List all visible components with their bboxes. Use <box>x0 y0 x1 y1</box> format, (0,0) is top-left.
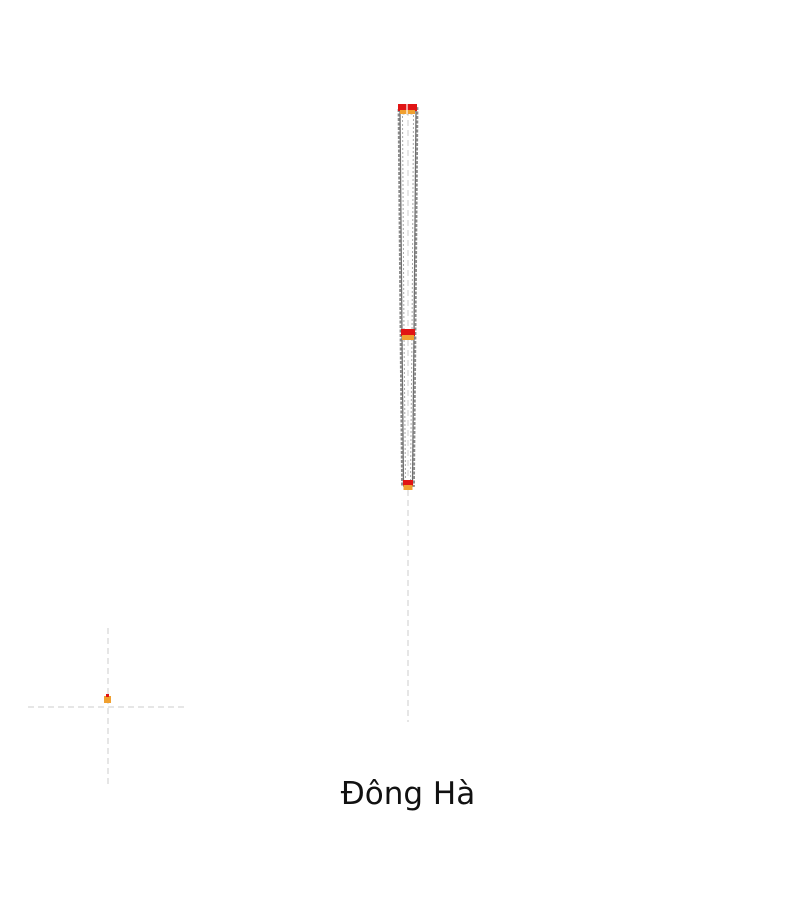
marker-middle <box>401 329 415 340</box>
place-name-caption: Đông Hà <box>340 776 476 812</box>
point-marker <box>104 694 111 703</box>
marker-bottom <box>403 480 413 490</box>
crosshair-guide <box>28 628 188 788</box>
marker-top <box>398 104 417 114</box>
outline-shape-outer <box>397 107 419 487</box>
outline-shape-inner-trace <box>401 113 415 483</box>
outline-shape-inner <box>399 110 417 485</box>
